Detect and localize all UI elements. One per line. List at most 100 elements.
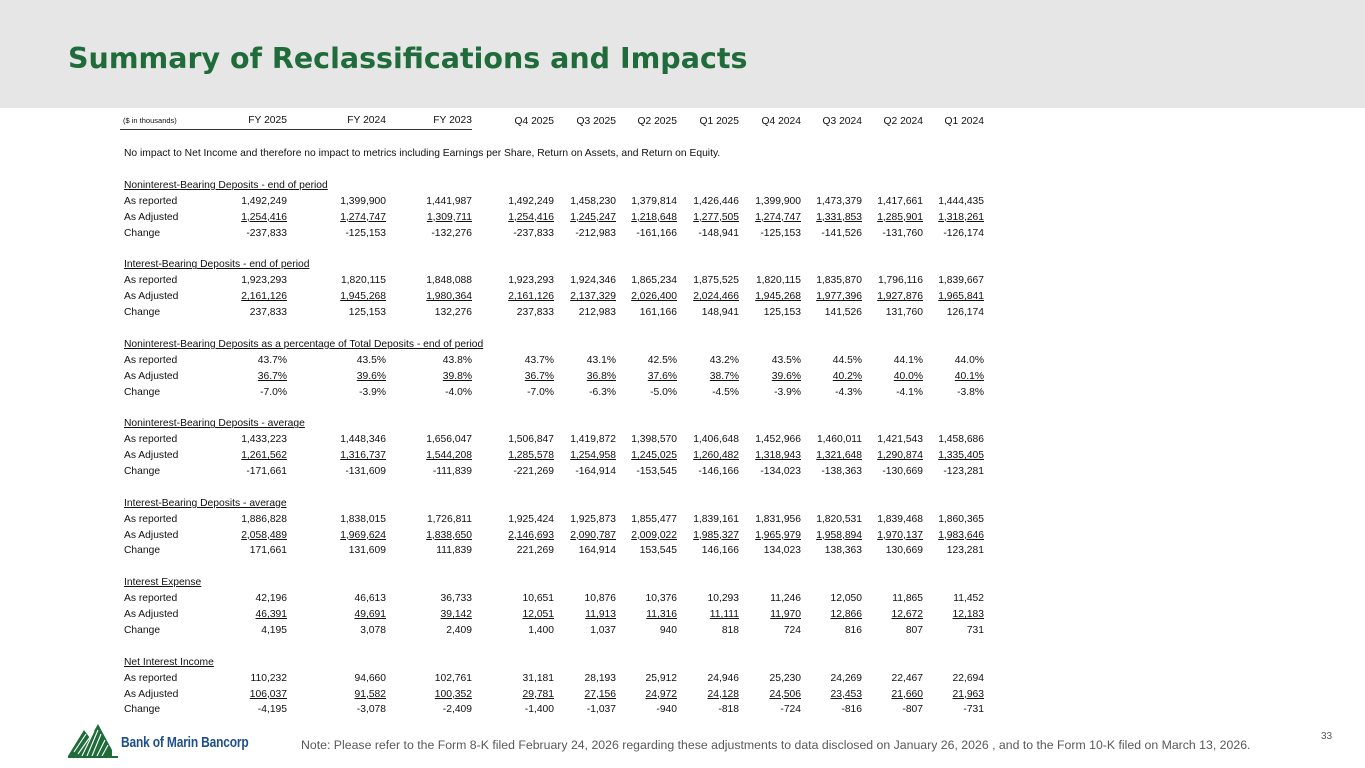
column-header: Q1 2024 [944, 115, 984, 127]
value-cell: 40.2% [832, 370, 862, 382]
row-label: Change [124, 307, 161, 319]
value-cell: 1,218,648 [631, 211, 677, 223]
spacer-cell [120, 129, 984, 145]
table-row: As Adjusted 36.7% 39.6% 39.8% 36.7% 36.8% 37.6… [120, 368, 984, 384]
row-label: As Adjusted [124, 450, 179, 462]
section-header-row: Net Interest Income [120, 654, 984, 670]
value-cell: 91,582 [354, 688, 387, 700]
row-label: As Adjusted [124, 529, 179, 541]
value-cell: 1,444,435 [938, 195, 984, 207]
value-cell: 11,111 [709, 609, 739, 621]
value-cell: 1,448,346 [340, 434, 386, 446]
value-cell: 110,232 [250, 672, 287, 684]
section-header-row: Interest-Bearing Deposits - average [120, 495, 984, 511]
value-cell: 1,970,137 [877, 529, 923, 541]
value-cell: 164,914 [578, 545, 616, 557]
value-cell: 1,820,115 [340, 275, 386, 287]
value-cell: 36.7% [524, 370, 554, 382]
value-cell: 3,078 [360, 624, 386, 636]
spacer-cell [120, 559, 984, 575]
column-header: Q1 2025 [699, 115, 739, 127]
value-cell: 1,977,396 [816, 291, 862, 303]
bank-logo-icon [68, 724, 118, 758]
value-cell: 1,983,646 [938, 529, 984, 541]
section-title: Noninterest-Bearing Deposits - average [124, 418, 305, 430]
value-cell: 38.7% [709, 370, 739, 382]
value-cell: 11,316 [646, 609, 677, 621]
value-cell: 11,865 [892, 593, 923, 605]
value-cell: 138,363 [824, 545, 862, 557]
value-cell: 1,379,814 [631, 195, 677, 207]
value-cell: 25,230 [769, 672, 802, 684]
impact-note: No impact to Net Income and therefore no… [124, 148, 721, 160]
value-cell: 1,458,230 [570, 195, 616, 207]
value-cell: 11,452 [953, 593, 984, 605]
value-cell: -153,545 [636, 466, 677, 478]
value-cell: 1,400 [528, 624, 554, 636]
spacer-cell [120, 479, 984, 495]
value-cell: 1,925,424 [508, 513, 554, 525]
row-label: Change [124, 227, 161, 239]
value-cell: 22,467 [891, 672, 924, 684]
value-cell: -111,839 [432, 466, 472, 478]
value-cell: 126,174 [946, 307, 984, 319]
value-cell: 1,245,025 [631, 450, 677, 462]
value-cell: -816 [841, 704, 862, 716]
value-cell: -7.0% [260, 386, 287, 398]
bank-logo-text: Bank of Marin Bancorp [121, 735, 249, 751]
header-band [0, 0, 1365, 108]
value-cell: 125,153 [348, 307, 386, 319]
value-cell: -212,983 [575, 227, 616, 239]
value-cell: 1,839,667 [938, 275, 984, 287]
value-cell: 1,399,900 [340, 195, 386, 207]
value-cell: 1,417,661 [877, 195, 923, 207]
value-cell: 43.5% [771, 354, 801, 366]
value-cell: 1,945,268 [340, 291, 386, 303]
section-header-row: Noninterest-Bearing Deposits - end of pe… [120, 178, 984, 194]
value-cell: 1,726,811 [426, 513, 472, 525]
value-cell: -940 [656, 704, 677, 716]
value-cell: 1,277,505 [693, 211, 739, 223]
value-cell: 4,195 [261, 624, 287, 636]
table-row: As reported 1,923,293 1,820,115 1,848,088 1,… [120, 273, 984, 289]
value-cell: -141,526 [821, 227, 862, 239]
value-cell: 10,651 [522, 593, 555, 605]
row-label: Change [124, 545, 161, 557]
table-row: As Adjusted 2,161,126 1,945,268 1,980,364 2,… [120, 289, 984, 305]
value-cell: 27,156 [584, 688, 617, 700]
value-cell: 1,452,966 [755, 434, 801, 446]
value-cell: -125,153 [760, 227, 801, 239]
table-row: As reported 43.7% 43.5% 43.8% 43.7% 43.1% 42.5… [120, 352, 984, 368]
value-cell: 43.5% [356, 354, 386, 366]
value-cell: 12,050 [830, 593, 863, 605]
value-cell: 1,980,364 [426, 291, 472, 303]
value-cell: 1,506,847 [508, 434, 554, 446]
value-cell: 1,321,648 [816, 450, 862, 462]
units-label: ($ in thousands) [120, 113, 220, 130]
value-cell: 2,409 [446, 624, 472, 636]
value-cell: -164,914 [575, 466, 616, 478]
value-cell: 25,912 [645, 672, 678, 684]
value-cell: 1,318,943 [755, 450, 801, 462]
value-cell: 2,161,126 [241, 291, 287, 303]
value-cell: 134,023 [763, 545, 801, 557]
value-cell: 1,886,828 [241, 513, 287, 525]
table-row: As reported 1,433,223 1,448,346 1,656,047 1,… [120, 432, 984, 448]
reclassification-table: ($ in thousands) FY 2025 FY 2024 FY 2023 Q4 … [120, 113, 984, 718]
value-cell: -125,153 [345, 227, 386, 239]
table-row: Change -7.0% -3.9% -4.0% -7.0% -6.3% -5.0% -4.5… [120, 384, 984, 400]
value-cell: 1,925,873 [570, 513, 616, 525]
table-row: As Adjusted 2,058,489 1,969,624 1,838,650 2,… [120, 527, 984, 543]
value-cell: 1,331,853 [816, 211, 862, 223]
value-cell: 1,838,650 [426, 529, 472, 541]
value-cell: 40.1% [954, 370, 984, 382]
value-cell: -221,269 [513, 466, 554, 478]
value-cell: 1,473,379 [816, 195, 862, 207]
value-cell: 21,963 [952, 688, 985, 700]
table-header-row: ($ in thousands) FY 2025 FY 2024 FY 2023 Q4 … [120, 113, 984, 130]
column-header: FY 2023 [386, 113, 472, 130]
value-cell: 1,923,293 [508, 275, 554, 287]
value-cell: 1,924,346 [570, 275, 616, 287]
row-label: As Adjusted [124, 211, 179, 223]
value-cell: 1,544,208 [426, 450, 472, 462]
